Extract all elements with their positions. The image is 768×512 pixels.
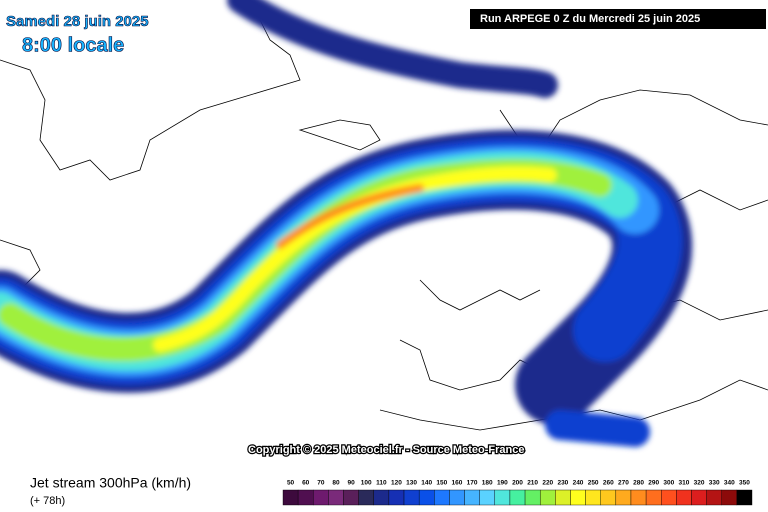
scale-label: 80: [332, 480, 340, 487]
scale-label: 290: [648, 480, 659, 487]
scale-swatch: [464, 489, 480, 506]
scale-swatch: [479, 489, 496, 506]
scale-label: 130: [406, 480, 417, 487]
forecast-time: 8:00 locale: [22, 34, 124, 56]
scale-label: 230: [557, 480, 568, 487]
scale-swatch: [645, 489, 662, 506]
scale-swatch: [630, 489, 647, 506]
scale-label: 140: [421, 480, 432, 487]
scale-label: 110: [376, 480, 387, 487]
scale-swatch: [555, 489, 571, 506]
scale-label: 70: [317, 480, 325, 487]
scale-label: 180: [482, 480, 493, 487]
scale-swatch: [509, 489, 526, 506]
scale-label: 340: [724, 480, 735, 487]
scale-label: 100: [361, 480, 372, 487]
scale-swatch: [282, 489, 299, 506]
scale-label: 240: [573, 480, 584, 487]
scale-label: 150: [436, 480, 447, 487]
scale-swatch: [706, 489, 722, 506]
scale-swatch: [600, 489, 617, 506]
color-scale: 50 60 70 80 90 100 110 120 130 140 150 160 170 180 190…: [282, 480, 753, 506]
scale-swatch: [661, 489, 677, 506]
legend-title: Jet stream 300hPa (km/h): [30, 475, 191, 491]
scale-label: 320: [694, 480, 705, 487]
copyright: Copyright © 2025 Meteociel.fr - Source M…: [248, 444, 524, 456]
scale-label: 160: [452, 480, 463, 487]
scale-swatch: [373, 489, 390, 506]
scale-swatch: [539, 489, 556, 506]
scale-swatch: [585, 489, 601, 506]
scale-swatch: [388, 489, 405, 506]
scale-label: 50: [287, 480, 295, 487]
scale-label: 300: [663, 480, 674, 487]
scale-label: 190: [497, 480, 508, 487]
scale-label: 350: [739, 480, 750, 487]
scale-swatch: [358, 489, 374, 506]
scale-label: 270: [618, 480, 629, 487]
scale-swatch: [524, 489, 541, 506]
scale-label: 60: [302, 480, 310, 487]
run-info: Run ARPEGE 0 Z du Mercredi 25 juin 2025: [480, 13, 700, 25]
scale-label: 310: [678, 480, 689, 487]
scale-swatch: [313, 489, 329, 506]
scale-swatch: [403, 489, 420, 506]
jet-stream: [0, 0, 693, 447]
run-box: [470, 9, 766, 29]
scale-swatch: [328, 489, 344, 506]
scale-swatch: [418, 489, 435, 506]
scale-label: 220: [542, 480, 553, 487]
scale-swatch: [494, 489, 511, 506]
forecast-date: Samedi 28 juin 2025: [6, 13, 149, 30]
scale-swatch: [570, 489, 586, 506]
scale-label: 250: [588, 480, 599, 487]
scale-label: 170: [467, 480, 478, 487]
scale-label: 200: [512, 480, 523, 487]
scale-label: 210: [527, 480, 538, 487]
scale-swatch: [297, 489, 314, 506]
lead-time: (+ 78h): [30, 495, 65, 507]
scale-swatch: [343, 489, 359, 506]
scale-swatch: [676, 489, 692, 506]
scale-label: 280: [633, 480, 644, 487]
scale-swatch: [736, 489, 753, 506]
scale-swatch: [615, 489, 632, 506]
scale-label: 260: [603, 480, 614, 487]
scale-swatch: [721, 489, 738, 506]
scale-swatch: [691, 489, 707, 506]
scale-label: 330: [709, 480, 720, 487]
scale-label: 90: [347, 480, 355, 487]
scale-swatch: [449, 489, 465, 506]
scale-label: 120: [391, 480, 402, 487]
scale-swatch: [434, 489, 450, 506]
